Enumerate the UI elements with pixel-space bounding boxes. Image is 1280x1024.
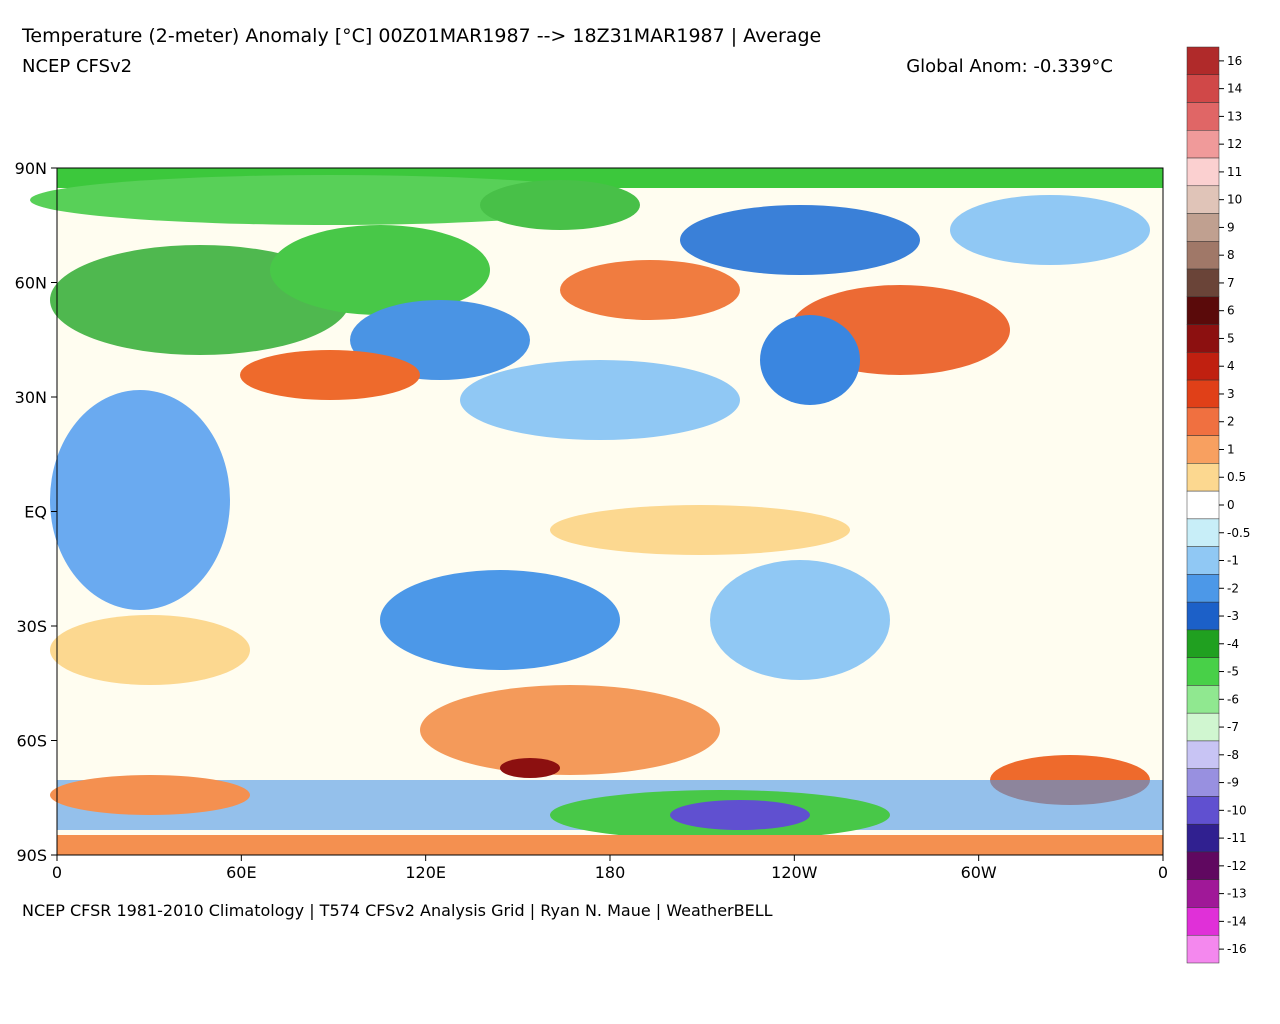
colorbar-swatch [1186,46,1220,76]
colorbar-label: -11 [1227,831,1247,845]
colorbar-label: 1 [1227,442,1235,456]
colorbar-label: -3 [1227,609,1239,623]
colorbar-label: 10 [1227,193,1242,207]
colorbar-label: 7 [1227,276,1235,290]
lat-label: 30N [15,388,47,407]
colorbar-label: -14 [1227,914,1247,928]
colorbar-label: 3 [1227,387,1235,401]
colorbar-label: 13 [1227,109,1242,123]
colorbar-swatch [1186,934,1220,964]
colorbar-swatch [1186,657,1220,686]
colorbar-label: 8 [1227,248,1235,262]
colorbar-swatch [1186,574,1220,603]
lat-label: 60S [16,732,47,751]
colorbar-swatch [1186,851,1220,880]
colorbar-label: -9 [1227,776,1239,790]
lon-label: 0 [52,863,62,882]
global-anomaly: Global Anom: -0.339°C [906,56,1113,77]
colorbar-label: 11 [1227,165,1242,179]
colorbar-label: -13 [1227,887,1247,901]
lat-label: 90N [15,159,47,178]
colorbar-swatch [1186,685,1220,714]
colorbar-label: -5 [1227,665,1239,679]
lat-label: 60N [15,274,47,293]
colorbar-swatch [1186,796,1220,825]
colorbar-swatch [1186,768,1220,797]
colorbar-swatch [1186,740,1220,769]
colorbar-label: 2 [1227,415,1235,429]
lon-label: 180 [595,863,626,882]
lon-label: 60E [226,863,256,882]
lat-label: 30S [16,617,47,636]
subtitle: NCEP CFSv2 [22,56,132,77]
colorbar-swatch [1186,435,1220,464]
colorbar-label: -16 [1227,942,1247,956]
colorbar-swatch [1186,352,1220,381]
colorbar-label: -1 [1227,554,1239,568]
colorbar-swatch [1186,157,1220,187]
colorbar-label: 0.5 [1227,470,1246,484]
colorbar-swatch [1186,907,1220,936]
colorbar-swatch [1186,490,1220,520]
title: Temperature (2-meter) Anomaly [°C] 00Z01… [21,25,821,47]
colorbar-label: 6 [1227,304,1235,318]
colorbar-label: -7 [1227,720,1239,734]
colorbar-label: -10 [1227,803,1247,817]
colorbar-swatch [1186,601,1220,631]
colorbar-label: 5 [1227,331,1235,345]
colorbar-swatch [1186,241,1220,270]
colorbar-label: 16 [1227,54,1242,68]
colorbar-swatch [1186,546,1220,575]
lat-label: EQ [24,503,47,522]
colorbar-label: -6 [1227,692,1239,706]
colorbar-swatch [1186,407,1220,436]
lon-label: 120E [405,863,446,882]
colorbar-swatch [1186,712,1220,742]
colorbar-swatch [1186,268,1220,298]
colorbar-swatch [1186,185,1220,214]
colorbar-swatch [1186,296,1220,325]
colorbar-label: -0.5 [1227,526,1250,540]
colorbar-swatch [1186,463,1220,492]
footer: NCEP CFSR 1981-2010 Climatology | T574 C… [22,901,773,920]
colorbar-swatch [1186,379,1220,409]
colorbar-label: 14 [1227,82,1242,96]
colorbar-label: 9 [1227,220,1235,234]
colorbar-label: -8 [1227,748,1239,762]
lon-label: 60W [961,863,997,882]
colorbar-swatch [1186,879,1220,908]
colorbar-label: -2 [1227,581,1239,595]
colorbar-label: -12 [1227,859,1247,873]
colorbar-label: -4 [1227,637,1239,651]
map-field [30,168,1163,855]
colorbar-swatch [1186,823,1220,853]
colorbar-swatch [1186,213,1220,242]
colorbar-swatch [1186,102,1220,131]
colorbar-label: 4 [1227,359,1235,373]
lon-label: 0 [1158,863,1168,882]
colorbar-swatch [1186,629,1220,658]
colorbar-swatch [1186,130,1220,159]
colorbar-swatch [1186,518,1220,547]
lat-label: 90S [16,846,47,865]
lon-label: 120W [771,863,818,882]
colorbar-swatch [1186,74,1220,103]
colorbar-label: 0 [1227,498,1235,512]
colorbar-label: 12 [1227,137,1242,151]
colorbar-swatch [1186,324,1220,353]
